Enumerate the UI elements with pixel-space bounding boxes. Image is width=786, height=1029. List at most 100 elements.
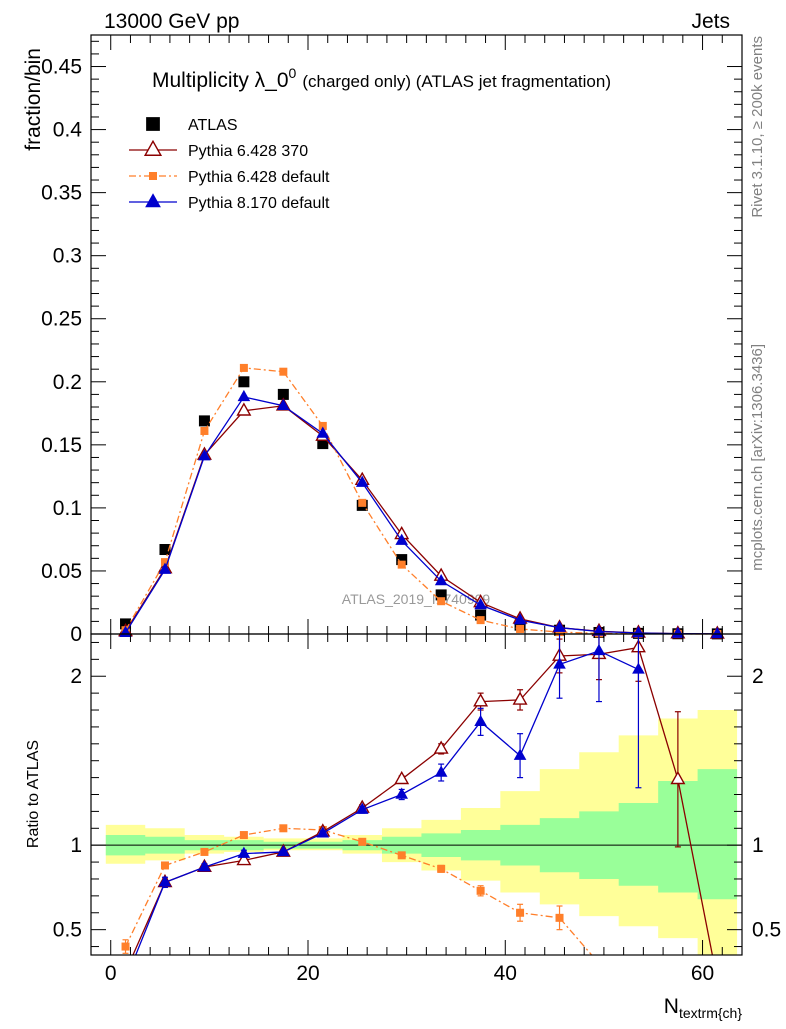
ratio-y-tick-label: 1 [70, 834, 82, 857]
ratio-data-point [158, 875, 172, 887]
ratio-series-line [124, 827, 593, 955]
chart-title-suffix: (charged only) (ATLAS jet fragmentation) [302, 72, 611, 91]
data-point [160, 558, 169, 567]
y-tick-label: 0.2 [53, 371, 82, 394]
y-tick-label: 0.1 [53, 497, 82, 520]
ratio-panel-border [90, 633, 743, 956]
x-tick-label: 20 [296, 962, 319, 985]
y-tick-label: 0.4 [53, 119, 83, 142]
ratio-data-point [473, 693, 489, 707]
ratio-data-point [476, 886, 485, 895]
legend-marker [146, 117, 160, 131]
x-axis-label-main: N [664, 995, 679, 1018]
ratio-data-point [198, 860, 211, 872]
data-point [516, 624, 525, 633]
ratio-series-line [132, 646, 714, 955]
data-point [236, 402, 252, 416]
ratio-y-tick-label-right: 1 [752, 834, 764, 857]
ratio-data-point [237, 846, 251, 858]
ratio-data-point [358, 837, 367, 846]
ratio-y-tick-label-right: 2 [752, 665, 764, 688]
ratio-data-point [395, 787, 409, 799]
data-point [435, 589, 447, 601]
inner-uncertainty-band [105, 769, 738, 900]
y-tick-label: 0.25 [41, 308, 82, 331]
ratio-uncertainty-bands [105, 710, 738, 955]
data-point [316, 426, 330, 438]
ratio-panel: 0.5 0.5 1 1 2 2 0 20 40 60 Ratio to ATLAS Ntextr… [25, 633, 781, 1021]
ratio-y-axis: 0.5 0.5 1 1 2 2 [53, 641, 781, 948]
legend-marker [149, 172, 157, 180]
ratio-data-point [592, 643, 606, 656]
ratio-data-point [394, 770, 410, 785]
y-tick-label: 0.3 [53, 245, 82, 268]
ratio-data-point [513, 748, 527, 760]
chart-title-main: Multiplicity λ_0 [152, 69, 289, 92]
data-point [238, 376, 250, 388]
data-point [158, 562, 172, 574]
data-point [277, 398, 290, 410]
ratio-data-point [433, 740, 449, 754]
svg-text:Multiplicity λ_00(charged only: Multiplicity λ_00 (charged only) (ATLAS j… [152, 65, 611, 92]
ratio-series-line [135, 650, 639, 955]
legend-marker [145, 193, 161, 208]
data-point [476, 616, 485, 625]
ratio-data-point [279, 824, 288, 833]
x-tick-label: 0 [105, 962, 117, 985]
ratio-data-point [670, 770, 686, 785]
data-point [513, 613, 527, 625]
ratio-data-point [200, 847, 209, 856]
data-point [397, 560, 406, 569]
data-point [198, 415, 210, 427]
header-right: Jets [691, 10, 730, 33]
ratio-data-point [553, 657, 566, 669]
ratio-data-point [316, 826, 330, 838]
ratio-data-point [632, 662, 645, 674]
ratio-data-point [512, 691, 528, 705]
data-point [237, 389, 251, 402]
legend-label: ATLAS [188, 117, 238, 134]
ratio-series [121, 634, 714, 955]
x-axis-label: Ntextrm{ch} [664, 995, 743, 1021]
watermark-label: ATLAS_2019_I1740909 [342, 591, 491, 607]
ratio-data-point [277, 844, 290, 857]
x-tick-label: 60 [691, 962, 714, 985]
data-point [592, 624, 606, 636]
ratio-data-point [474, 714, 487, 727]
ratio-y-axis-label: Ratio to ATLAS [25, 740, 42, 848]
chart-title: Multiplicity λ_00 (charged only) (ATLAS j… [152, 65, 611, 92]
data-point [159, 544, 171, 556]
data-point [358, 498, 367, 507]
data-point [200, 426, 209, 435]
data-point [553, 620, 566, 632]
data-point [474, 597, 487, 610]
ratio-data-point [121, 942, 130, 951]
ratio-y-tick-label: 2 [70, 665, 82, 688]
y-axis-label: fraction/bin [22, 48, 45, 151]
data-point [395, 533, 409, 545]
chart-title-sup: 0 [289, 65, 297, 81]
outer-uncertainty-band [105, 710, 738, 955]
ratio-data-point [437, 864, 446, 873]
data-point [198, 449, 211, 461]
data-point [437, 597, 446, 606]
data-point [671, 626, 685, 638]
ratio-x-axis: 0 20 40 60 [105, 634, 723, 985]
legend-label: Pythia 6.428 default [188, 169, 330, 186]
mcplots-label: mcplots.cern.ch [arXiv:1306.3436] [749, 344, 766, 571]
legend-label: Pythia 6.428 370 [188, 143, 308, 160]
ratio-data-point [160, 861, 169, 870]
main-panel-y-axis: 0 0.05 0.1 0.15 0.2 0.25 0.3 0.35 0.4 0.45 [41, 40, 742, 646]
y-tick-label: 0.35 [41, 182, 82, 205]
y-tick-label: 0.45 [41, 56, 82, 79]
data-point [318, 421, 327, 430]
x-axis-label-sub: textrm{ch} [679, 1005, 742, 1021]
ratio-data-point [355, 802, 369, 814]
data-point [555, 628, 564, 637]
ratio-data-point [397, 851, 406, 860]
data-point [355, 475, 369, 487]
ratio-data-point [555, 913, 564, 922]
data-point [239, 363, 248, 372]
